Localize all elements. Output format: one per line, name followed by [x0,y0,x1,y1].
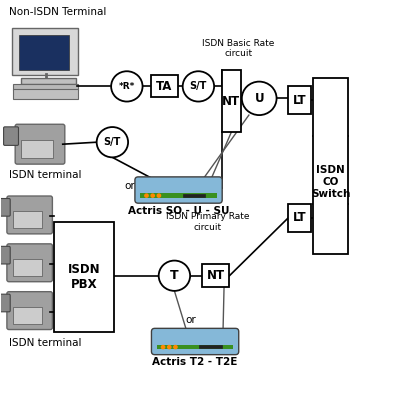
Circle shape [174,346,177,349]
FancyBboxPatch shape [7,244,52,282]
Circle shape [161,346,165,349]
Circle shape [111,71,143,102]
Text: *R*: *R* [119,82,135,91]
Text: LT: LT [293,212,306,224]
FancyBboxPatch shape [151,328,239,355]
Bar [22,140,53,158]
Text: or: or [186,314,196,324]
FancyBboxPatch shape [7,196,52,234]
FancyBboxPatch shape [0,246,10,264]
Text: NT: NT [207,269,225,282]
Text: ISDN Basic Rate
circuit: ISDN Basic Rate circuit [203,39,275,58]
Bar [157,345,233,350]
FancyBboxPatch shape [135,177,222,203]
Text: ISDN terminal: ISDN terminal [9,338,81,348]
Bar [183,194,205,197]
Bar [313,78,348,254]
Bar [222,70,241,132]
Circle shape [183,71,214,102]
Text: or: or [124,181,135,191]
FancyBboxPatch shape [12,28,78,75]
Circle shape [242,82,276,115]
Bar [20,34,69,70]
Text: S/T: S/T [104,137,121,147]
FancyBboxPatch shape [7,292,52,330]
Text: LT: LT [293,94,306,107]
FancyBboxPatch shape [0,294,10,312]
Text: ISDN terminal: ISDN terminal [9,170,81,180]
Bar [288,86,311,114]
Circle shape [159,260,190,291]
FancyBboxPatch shape [21,78,76,84]
Text: Actris T2 - T2E: Actris T2 - T2E [152,358,238,368]
Bar [13,307,42,324]
FancyBboxPatch shape [0,198,10,216]
Text: T: T [170,269,179,282]
Bar [54,222,115,332]
Bar [13,259,42,276]
FancyBboxPatch shape [13,89,78,99]
Text: ISDN Primary Rate
circuit: ISDN Primary Rate circuit [166,212,249,232]
Bar [13,211,42,228]
Text: S/T: S/T [190,81,207,91]
Circle shape [168,346,171,349]
FancyBboxPatch shape [4,127,19,145]
Bar [151,76,178,97]
Circle shape [157,194,161,197]
Circle shape [151,194,154,197]
Text: ISDN
CO
Switch: ISDN CO Switch [311,166,350,199]
Text: ISDN
PBX: ISDN PBX [68,263,101,291]
Bar [203,264,229,287]
FancyBboxPatch shape [13,84,78,90]
FancyBboxPatch shape [15,124,65,164]
Text: TA: TA [156,80,172,93]
Text: Non-ISDN Terminal: Non-ISDN Terminal [9,7,106,17]
Bar [288,204,311,232]
Text: or: or [156,181,166,191]
Bar [199,345,222,348]
Text: Actris SO - U - SU: Actris SO - U - SU [128,206,229,216]
Text: U: U [254,92,264,105]
Circle shape [97,127,128,157]
Bar [140,193,217,198]
Circle shape [145,194,148,197]
Text: NT: NT [222,95,240,108]
